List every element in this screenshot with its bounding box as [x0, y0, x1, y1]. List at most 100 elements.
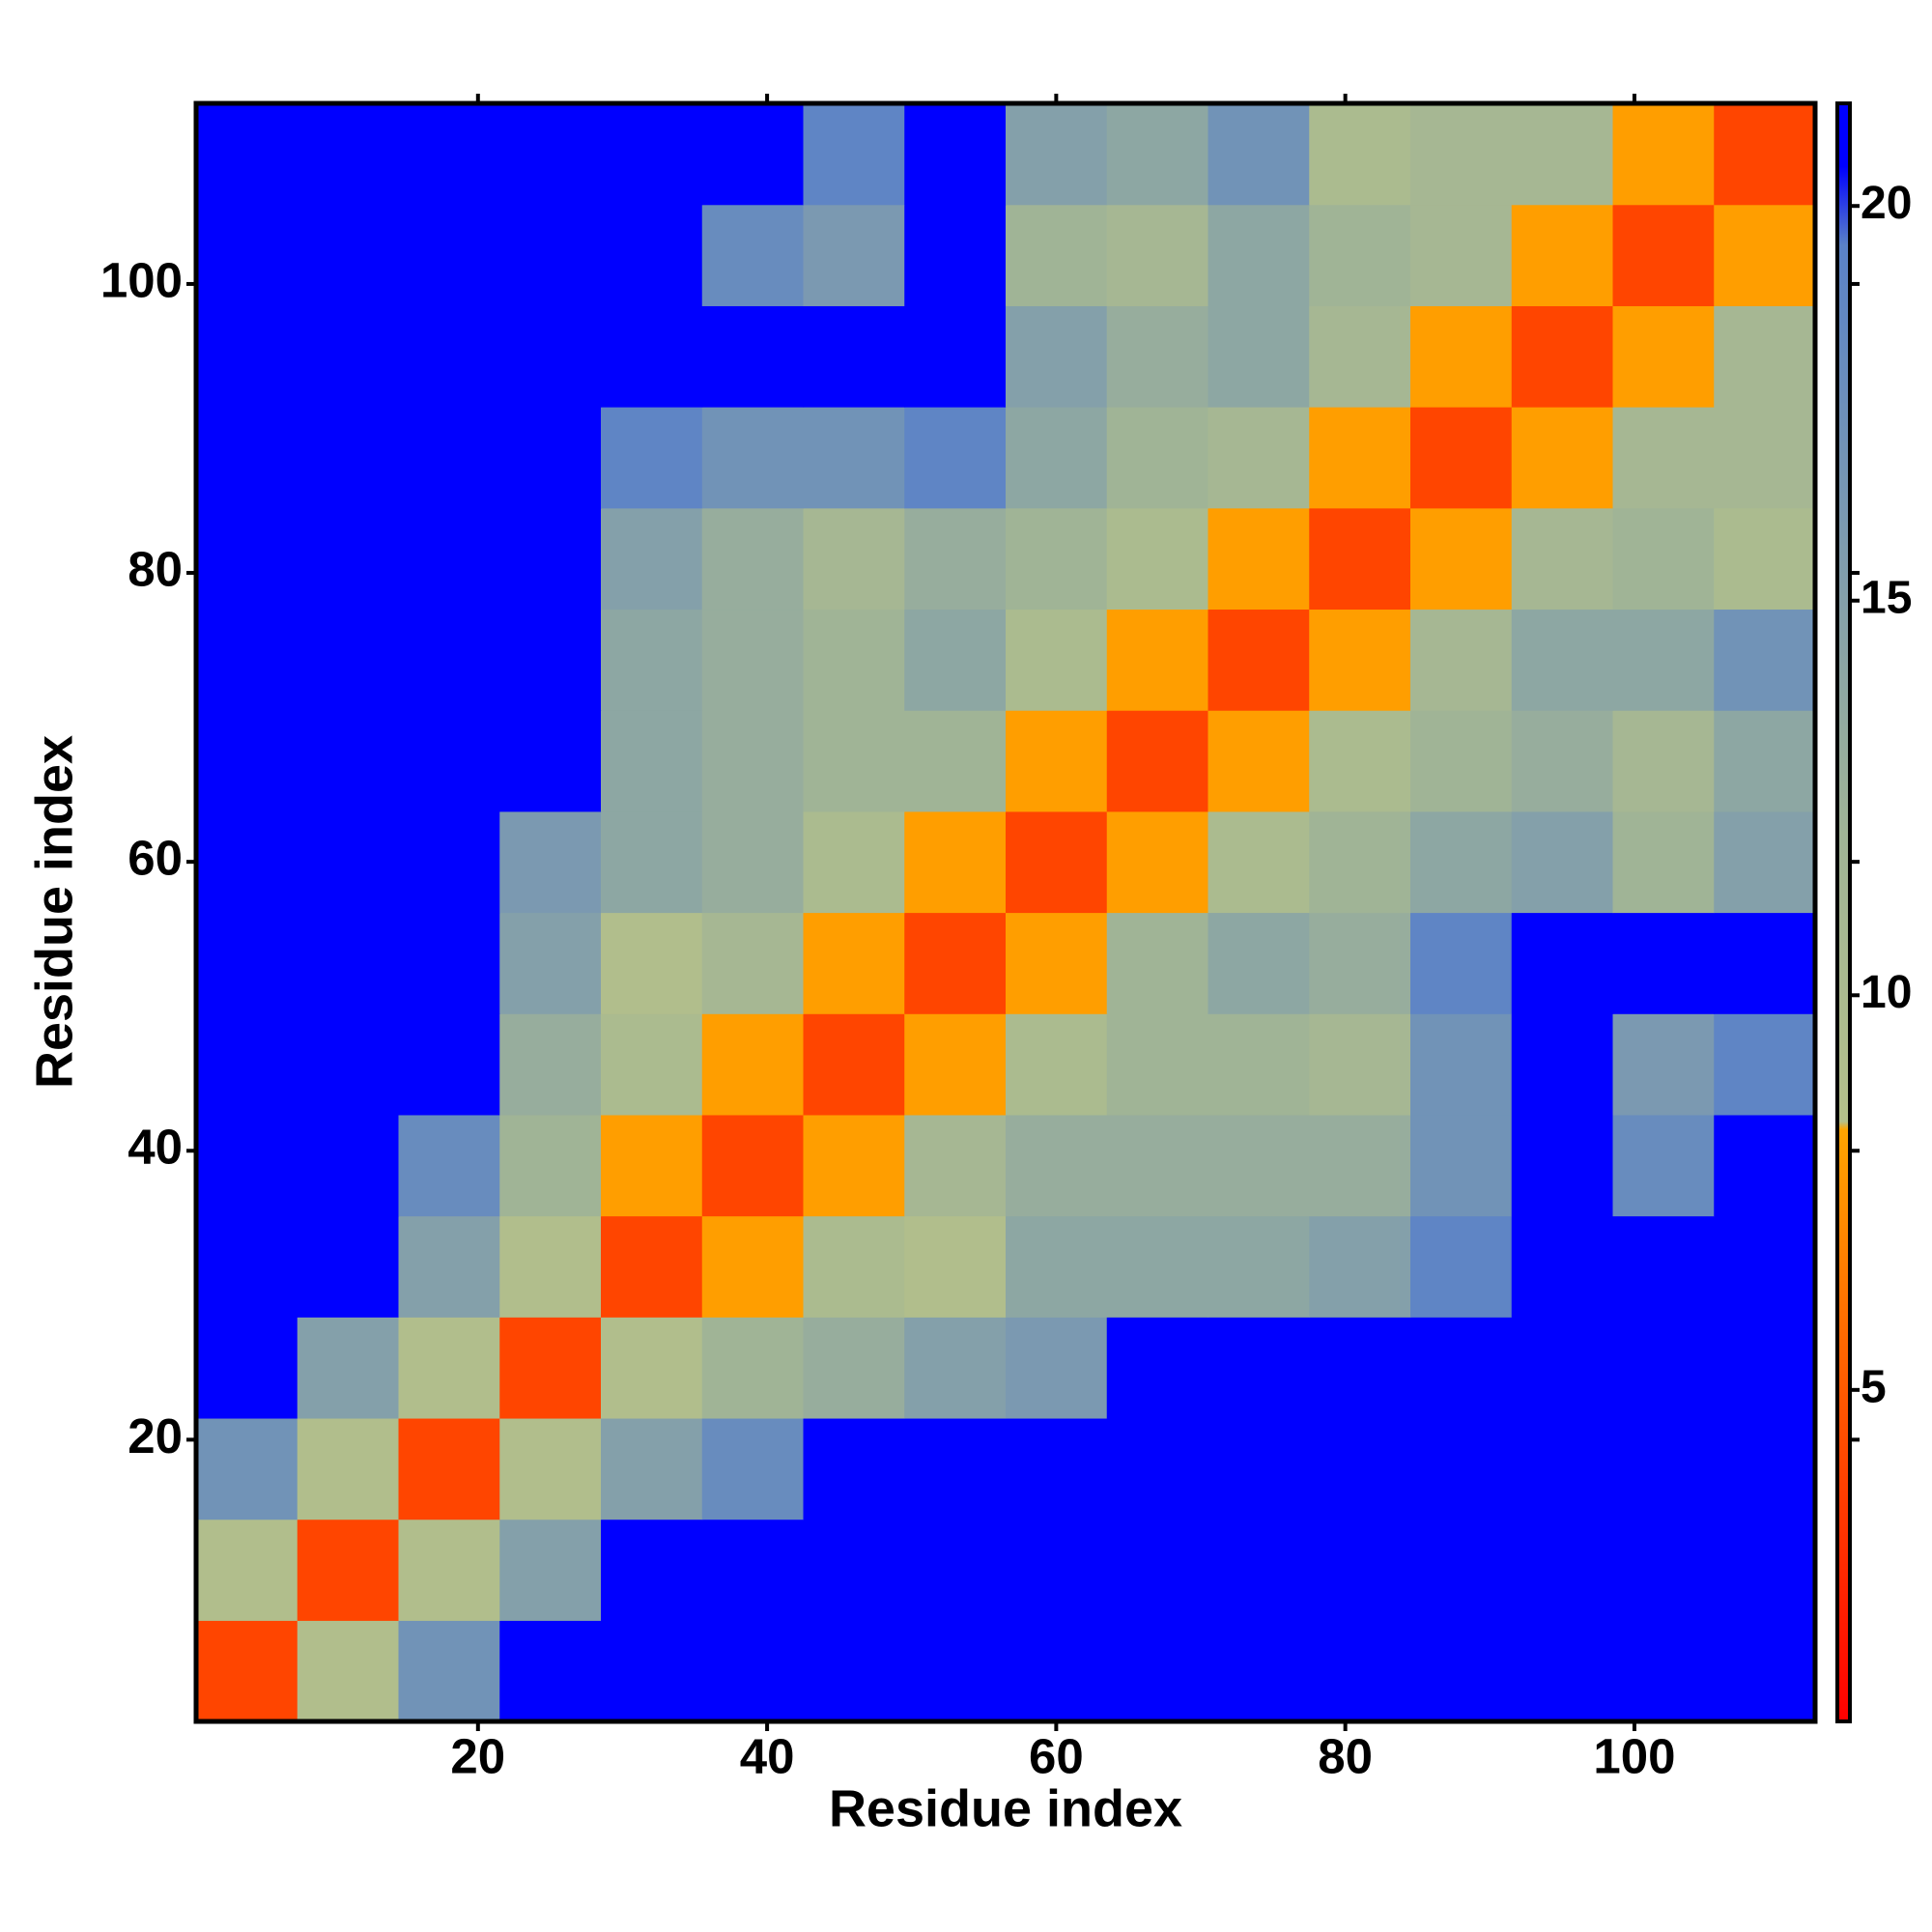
heatmap-cell [1106, 1114, 1209, 1217]
heatmap-cell [601, 1620, 703, 1722]
x-tick-label: 60 [1029, 1728, 1084, 1783]
heatmap-cell [601, 507, 703, 611]
heatmap-cell [196, 710, 298, 812]
colorbar-tick-label: 20 [1861, 178, 1912, 229]
heatmap-cell [701, 305, 805, 408]
heatmap-cell [1714, 1114, 1816, 1217]
heatmap-cell [1410, 305, 1513, 408]
colorbar-tick-label: 15 [1861, 572, 1912, 623]
heatmap-cell [1208, 1215, 1310, 1318]
heatmap-cell [1410, 710, 1513, 812]
heatmap-cell [1612, 1114, 1715, 1217]
heatmap-cell [1006, 1114, 1108, 1217]
heatmap-cell [1006, 609, 1108, 711]
heatmap-cell [1006, 710, 1108, 812]
heatmap-cell [398, 912, 500, 1014]
heatmap-cell [196, 609, 298, 711]
heatmap-cell [1612, 1013, 1715, 1116]
heatmap-cell [701, 1215, 805, 1318]
heatmap-cell [1410, 1114, 1513, 1217]
heatmap-cell [1714, 507, 1816, 611]
heatmap-cell [904, 507, 1007, 611]
heatmap-cell [1714, 1317, 1816, 1419]
heatmap-cell [499, 507, 602, 611]
heatmap-cell [1612, 810, 1715, 914]
heatmap-cell [701, 507, 805, 611]
heatmap-cell [904, 609, 1007, 711]
heatmap-cell [398, 407, 500, 509]
heatmap-cell [1612, 1519, 1715, 1621]
heatmap-cell [601, 1417, 703, 1520]
heatmap-cell [499, 609, 602, 711]
heatmap-cell [1006, 1215, 1108, 1318]
heatmap-cell [1208, 204, 1310, 306]
heatmap-cell [904, 912, 1007, 1014]
heatmap-cell [398, 1215, 500, 1318]
heatmap-cell [1208, 305, 1310, 408]
heatmap-cell [499, 1417, 602, 1520]
heatmap-cell [803, 1215, 905, 1318]
heatmap-cell [1309, 1013, 1411, 1116]
heatmap-cell [1612, 609, 1715, 711]
y-axis-label: Residue index [25, 735, 83, 1089]
heatmap-cell [1612, 1417, 1715, 1520]
heatmap-cell [601, 407, 703, 509]
heatmap-cell [1006, 810, 1108, 914]
heatmap-cell [1208, 1417, 1310, 1520]
heatmap-cell [499, 1013, 602, 1116]
heatmap-cell [904, 1114, 1007, 1217]
heatmap-cell [1309, 204, 1411, 306]
heatmap-cell [1106, 1215, 1209, 1318]
heatmap-cell [1208, 710, 1310, 812]
heatmap-cell [297, 103, 400, 206]
heatmap-cell [1410, 1417, 1513, 1520]
heatmap-cell [1511, 103, 1614, 206]
heatmap-cell [904, 810, 1007, 914]
heatmap-cell [904, 407, 1007, 509]
heatmap-cell [1410, 407, 1513, 509]
heatmap-cell [499, 1317, 602, 1419]
heatmap-cell [803, 103, 905, 206]
heatmap-cell [803, 1317, 905, 1419]
heatmap-cell [1208, 1620, 1310, 1722]
heatmap-cell [701, 1317, 805, 1419]
heatmap-cell [398, 305, 500, 408]
heatmap-cell [196, 912, 298, 1014]
heatmap-cell [196, 1519, 298, 1621]
heatmap-cell [1309, 507, 1411, 611]
heatmap-cell [1612, 103, 1715, 206]
heatmap-cell [1511, 204, 1614, 306]
heatmap-cell [1006, 103, 1108, 206]
heatmap-cell [904, 1013, 1007, 1116]
heatmap-cell [196, 407, 298, 509]
heatmap-cell [701, 1519, 805, 1621]
heatmap-cell [499, 710, 602, 812]
heatmap-cell [1612, 507, 1715, 611]
heatmap-cell [1612, 204, 1715, 306]
heatmap-cell [1511, 1013, 1614, 1116]
heatmap-cell [1410, 609, 1513, 711]
heatmap-cell [1410, 1013, 1513, 1116]
heatmap-cell [499, 1215, 602, 1318]
heatmap-cell [1714, 1519, 1816, 1621]
heatmap-cell [803, 1519, 905, 1621]
heatmap-cell [1714, 1013, 1816, 1116]
heatmap-cell [499, 912, 602, 1014]
colorbar [1835, 101, 1852, 1723]
x-tick-label: 80 [1318, 1728, 1373, 1783]
heatmap-cell [1309, 1620, 1411, 1722]
heatmap-cell [196, 305, 298, 408]
heatmap-cell [1309, 1417, 1411, 1520]
heatmap-cell [1511, 710, 1614, 812]
heatmap-cell [1208, 810, 1310, 914]
heatmap-cell [196, 1417, 298, 1520]
heatmap-cell [1106, 1317, 1209, 1419]
heatmap-cell [1410, 507, 1513, 611]
heatmap-cell [904, 1417, 1007, 1520]
heatmap-cell [1106, 810, 1209, 914]
heatmap-cell [196, 810, 298, 914]
heatmap-cell [601, 710, 703, 812]
heatmap-cell [1106, 609, 1209, 711]
x-tick-label: 40 [740, 1728, 795, 1783]
